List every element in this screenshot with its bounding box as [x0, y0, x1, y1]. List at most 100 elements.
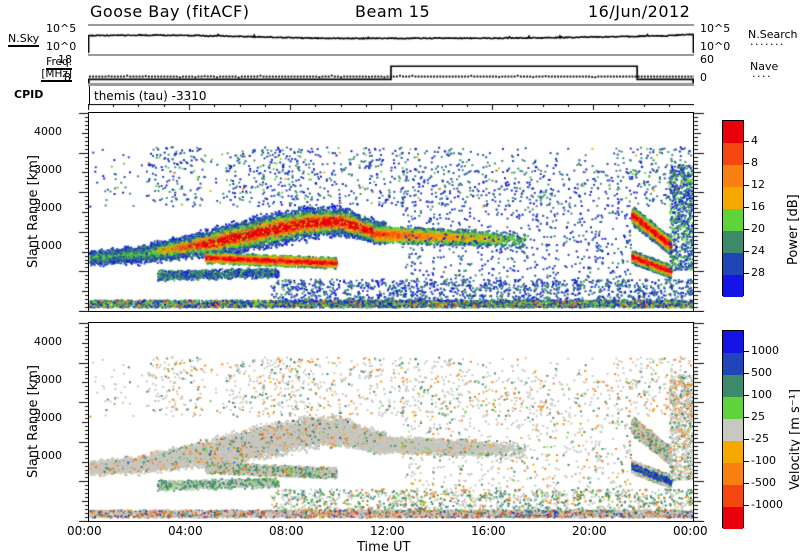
power-ytick-4000: 4000 [34, 125, 62, 138]
colorbar-tick-label: 500 [751, 366, 772, 379]
freq-label-line2: [MHz] [41, 68, 72, 83]
colorbar-tick-label: 8 [751, 156, 758, 169]
power-panel-left-ticks [76, 112, 89, 312]
colorbar-tick-mark [744, 207, 749, 208]
colorbar-tick-label: 24 [751, 244, 765, 257]
colorbar-tick-mark [744, 141, 749, 142]
power-ytick-1000: 1000 [34, 239, 62, 252]
colorbar-tick-mark [744, 163, 749, 164]
power-ytick-3000: 3000 [34, 163, 62, 176]
noise-sky-label: N.Sky [8, 32, 40, 47]
x-axis-tick-2: 08:00 [269, 524, 304, 538]
velocity-ytick-2000: 2000 [34, 411, 62, 424]
colorbar-segment [723, 353, 743, 375]
x-axis-tick-6: 00:00 [673, 524, 708, 538]
power-panel-right-ticks [694, 112, 707, 312]
power-y-axis-title: Slant Range [km] [26, 155, 41, 268]
noise-ytick-top: 10^5 [46, 22, 77, 35]
power-colorbar-title: Power [dB] [786, 194, 800, 265]
x-axis-tick-0: 00:00 [67, 524, 102, 538]
colorbar-tick-label: 16 [751, 200, 765, 213]
power-ytick-2000: 2000 [34, 201, 62, 214]
colorbar-segment [723, 397, 743, 419]
colorbar-segment [723, 441, 743, 463]
velocity-colorbar [722, 330, 744, 529]
power-colorbar [722, 120, 744, 297]
beam-label: Beam 15 [355, 2, 431, 21]
noise-ytick-bottom: 10^0 [46, 40, 77, 53]
velocity-ytick-3000: 3000 [34, 373, 62, 386]
noise-search-label: N.Search [748, 28, 798, 41]
colorbar-tick-label: -1000 [751, 498, 783, 511]
colorbar-tick-mark [744, 505, 749, 506]
colorbar-tick-mark [744, 461, 749, 462]
colorbar-tick-mark [744, 273, 749, 274]
colorbar-tick-label: 4 [751, 134, 758, 147]
cpid-label: CPID [14, 88, 44, 101]
freq-label: Freq. [10, 56, 72, 71]
velocity-panel-left-ticks [76, 322, 89, 522]
colorbar-segment [723, 121, 743, 143]
colorbar-segment [723, 165, 743, 187]
colorbar-segment [723, 209, 743, 231]
colorbar-tick-mark [744, 373, 749, 374]
colorbar-tick-mark [744, 483, 749, 484]
nave-ytick-top: 60 [700, 53, 714, 66]
colorbar-segment [723, 187, 743, 209]
x-axis-tick-5: 20:00 [572, 524, 607, 538]
colorbar-tick-mark [744, 229, 749, 230]
noise-ytick-right-top: 10^5 [700, 22, 731, 35]
velocity-colorbar-title: Velocity [m s⁻¹] [788, 389, 800, 490]
frequency-panel [88, 56, 694, 84]
freq-ytick-top: 18 [58, 53, 72, 66]
noise-ytick-right-bottom: 10^0 [700, 40, 731, 53]
colorbar-tick-label: 25 [751, 410, 765, 423]
colorbar-tick-label: 28 [751, 266, 765, 279]
colorbar-tick-mark [744, 251, 749, 252]
velocity-ytick-1000: 1000 [34, 449, 62, 462]
colorbar-tick-label: 1000 [751, 344, 779, 357]
velocity-ytick-4000: 4000 [34, 335, 62, 348]
noise-panel-top-rule [88, 24, 694, 26]
colorbar-tick-label: 12 [751, 178, 765, 191]
x-axis-title: Time UT [357, 540, 411, 555]
colorbar-segment [723, 419, 743, 441]
colorbar-segment [723, 253, 743, 275]
colorbar-tick-mark [744, 395, 749, 396]
velocity-panel [88, 322, 694, 522]
colorbar-tick-label: 20 [751, 222, 765, 235]
x-axis-tick-3: 12:00 [370, 524, 405, 538]
colorbar-tick-mark [744, 185, 749, 186]
page-title: Goose Bay (fitACF) [90, 2, 250, 21]
colorbar-segment [723, 485, 743, 507]
colorbar-tick-label: -100 [751, 454, 776, 467]
freq-panel-bottom-rule [88, 84, 694, 86]
x-axis-tick-4: 16:00 [471, 524, 506, 538]
colorbar-tick-label: 100 [751, 388, 772, 401]
colorbar-segment [723, 143, 743, 165]
noise-sky-label-text: N.Sky [8, 32, 40, 47]
colorbar-tick-mark [744, 439, 749, 440]
freq-units-label: [MHz] [10, 68, 72, 83]
colorbar-tick-mark [744, 351, 749, 352]
cpid-value: themis (tau) -3310 [94, 89, 207, 103]
colorbar-segment [723, 463, 743, 485]
colorbar-tick-label: -500 [751, 476, 776, 489]
freq-ytick-bottom: 8 [64, 71, 71, 84]
date-label: 16/Jun/2012 [588, 2, 691, 21]
freq-label-line1: Freq. [46, 56, 72, 71]
noise-panel [88, 26, 694, 54]
cpid-axis-ticks [88, 104, 694, 112]
nave-ytick-bottom: 0 [700, 71, 707, 84]
x-axis-tick-1: 04:00 [168, 524, 203, 538]
colorbar-tick-label: -25 [751, 432, 769, 445]
noise-panel-bottom-rule [88, 54, 694, 56]
colorbar-tick-mark [744, 417, 749, 418]
colorbar-segment [723, 331, 743, 353]
nave-legend-dots: ···· [752, 70, 772, 83]
power-panel [88, 112, 694, 312]
nave-label: Nave [750, 60, 779, 73]
colorbar-segment [723, 375, 743, 397]
colorbar-segment [723, 231, 743, 253]
colorbar-segment [723, 275, 743, 297]
